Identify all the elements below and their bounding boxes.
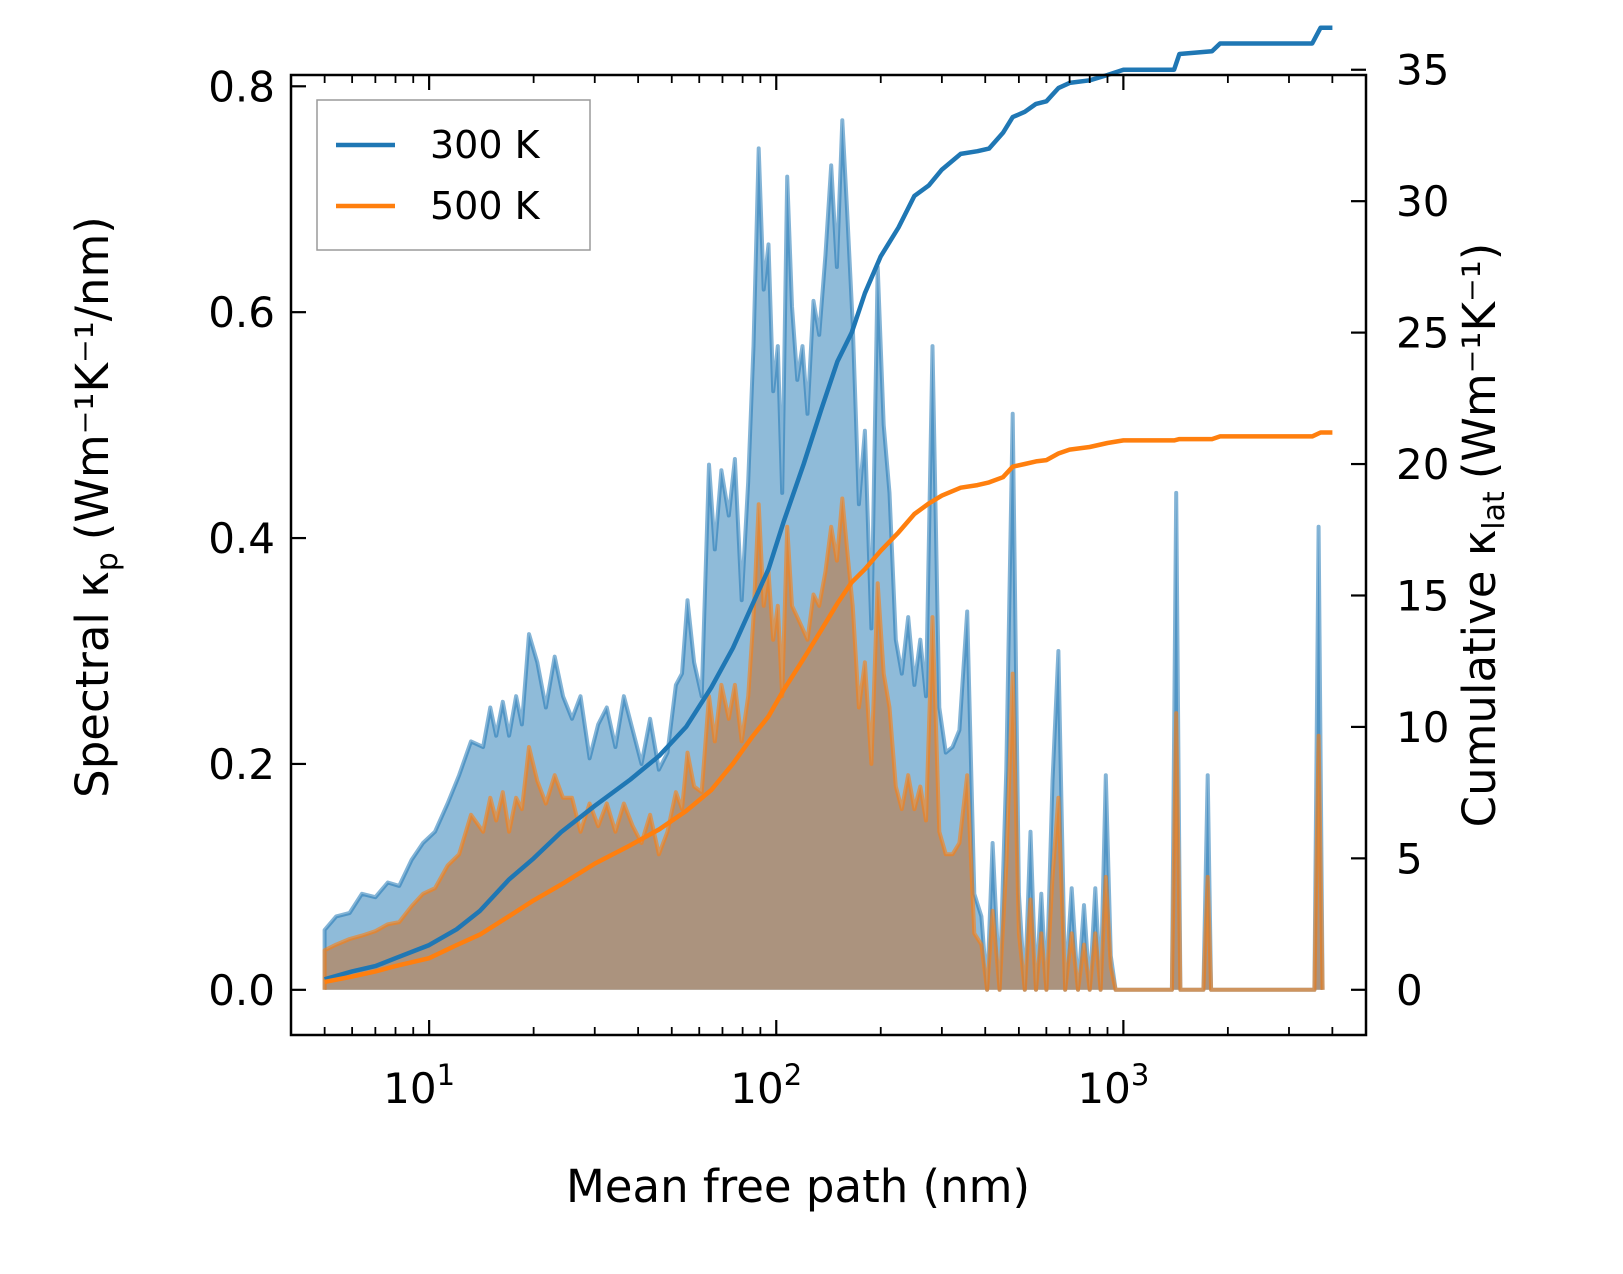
left-tick-label: 0.2 [208, 740, 275, 789]
x-axis-label: Mean free path (nm) [566, 1160, 1030, 1213]
spectral-line-500k [322, 496, 1325, 992]
right-tick-label: 10 [1396, 703, 1449, 752]
cumulative-line-300k [323, 25, 1333, 982]
left-axis-label-main: Spectral κ [66, 571, 119, 798]
right-tick-label: 15 [1396, 571, 1449, 620]
right-tick-label: 30 [1396, 177, 1449, 226]
right-tick-label: 0 [1396, 966, 1423, 1015]
right-tick-label: 5 [1396, 834, 1423, 883]
right-tick-label: 25 [1396, 309, 1449, 358]
spectral-fill-500k [324, 498, 1323, 990]
left-tick-label: 0.6 [208, 288, 275, 337]
right-axis-label-sub: lat [1477, 491, 1512, 530]
left-axis-label: Spectral κp (Wm⁻¹K⁻¹/nm) [66, 216, 125, 798]
legend-label-300k: 300 K [430, 123, 541, 167]
right-axis-label-main: Cumulative κ [1453, 530, 1506, 828]
right-axis-label-units: (Wm⁻¹K⁻¹) [1453, 243, 1506, 480]
left-tick-label: 0.4 [208, 514, 275, 563]
left-axis-label-units: (Wm⁻¹K⁻¹/nm) [66, 216, 119, 540]
left-tick-label: 0.8 [208, 62, 275, 111]
legend: 300 K 500 K [316, 99, 591, 251]
cumulative-line-500k [324, 430, 1333, 985]
left-axis-label-sub: p [90, 552, 125, 571]
x-tick-label: 102 [730, 1058, 802, 1113]
left-tick-label: 0.0 [208, 966, 275, 1015]
spectral-fill-300k [324, 120, 1323, 990]
legend-label-500k: 500 K [430, 184, 541, 228]
right-axis-label: Cumulative κlat (Wm⁻¹K⁻¹) [1453, 243, 1512, 828]
series-lines [323, 25, 1333, 985]
right-tick-label: 20 [1396, 440, 1449, 489]
axis-ticks: 0.0 0.2 0.4 0.6 0.8 0 5 10 15 20 25 30 35 101 102 103 [208, 46, 1449, 1113]
x-tick-label: 103 [1077, 1058, 1149, 1113]
right-tick-label: 35 [1396, 46, 1449, 95]
axes-frame [289, 73, 1368, 1037]
spectral-fills [322, 118, 1325, 992]
legend-box [316, 99, 591, 251]
plot-frame [289, 73, 1368, 1037]
axis-labels: Mean free path (nm) Spectral κp (Wm⁻¹K⁻¹/… [66, 216, 1512, 1213]
x-tick-label: 101 [383, 1058, 455, 1113]
